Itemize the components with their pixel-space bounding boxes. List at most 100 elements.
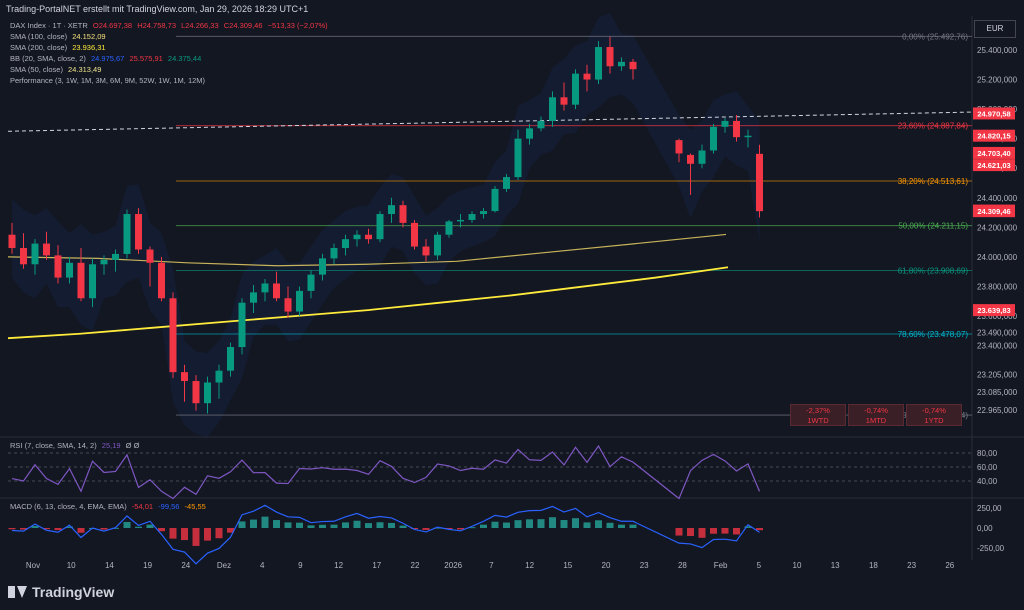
macd-histogram-bar (31, 526, 39, 528)
candle-body (77, 262, 85, 299)
price-label-text: 24.703,40 (977, 149, 1010, 158)
candle-body (376, 214, 384, 240)
sma100-line (7, 233, 727, 267)
macd-histogram-bar (204, 528, 211, 541)
price-label-text: 24.970,58 (977, 109, 1010, 118)
candle-body (146, 249, 154, 263)
candle-body (537, 120, 545, 129)
macd-histogram-bar (284, 522, 292, 528)
legend-row-instrument[interactable]: DAX Index · 1T · XETR O24.697,38 H24.758… (10, 20, 328, 31)
candle-body (215, 370, 223, 383)
macd-histogram-bar (514, 520, 522, 528)
price-label-box (973, 304, 1015, 317)
time-tick-label: 24 (181, 561, 190, 570)
candle-body (388, 205, 395, 215)
macd-histogram-bar (629, 524, 637, 528)
candle-body (744, 135, 752, 138)
macd-histogram-bar (399, 525, 407, 528)
price-tick-label: 24.400,000 (977, 194, 1018, 203)
legend-value: H24.758,73 (137, 21, 176, 30)
candle-body (307, 274, 315, 291)
candle-body (675, 140, 683, 154)
candle-body (192, 381, 200, 404)
legend-row-sma50[interactable]: SMA (50, close) 24.313,49 (10, 64, 328, 75)
performance-cell: -2,37% 1WTD (790, 404, 846, 426)
price-tick-label: 24.000,000 (977, 253, 1018, 262)
candle-body (514, 138, 522, 178)
macd-histogram-bar (123, 521, 131, 528)
macd-histogram-bar (675, 528, 683, 536)
performance-cell: -0,74% 1YTD (906, 404, 962, 426)
price-label-box (973, 146, 1015, 159)
time-tick-label: 5 (757, 561, 762, 570)
candle-body (123, 214, 131, 254)
macd-histogram-bar (250, 519, 257, 528)
time-tick-label: 26 (945, 561, 954, 570)
time-tick-label: 28 (678, 561, 687, 570)
candle-body (89, 264, 96, 299)
macd-histogram-bar (192, 528, 200, 546)
macd-histogram-bar (583, 522, 591, 528)
legend-value: 24.313,49 (68, 65, 102, 74)
legend-label: SMA (200, close) (10, 43, 68, 52)
price-label-box (973, 129, 1015, 142)
macd-histogram-bar (112, 527, 119, 529)
candle-body (8, 234, 16, 249)
candle-body (112, 253, 119, 260)
macd-histogram-bar (43, 528, 50, 530)
legend-row-sma200[interactable]: SMA (200, close) 23.936,31 (10, 42, 328, 53)
candle-body (227, 347, 234, 371)
time-tick-label: Feb (714, 561, 728, 570)
fib-level-label: 61,80% (23.908,69) (898, 266, 969, 275)
legend-row-performance[interactable]: Performance (3, 1W, 1M, 3M, 6M, 9M, 52W,… (10, 75, 328, 86)
time-tick-label: 23 (907, 561, 916, 570)
candle-body (181, 372, 188, 382)
legend-label: Performance (3, 1W, 1M, 3M, 6M, 9M, 52W,… (10, 76, 206, 85)
macd-histogram-bar (422, 528, 430, 530)
time-tick-label: 7 (489, 561, 494, 570)
candle-body (526, 128, 533, 139)
candle-body (238, 302, 246, 348)
macd-histogram-bar (606, 522, 614, 528)
legend-value: 23.936,31 (72, 43, 106, 52)
candle-body (261, 283, 269, 293)
candle-body (31, 243, 39, 265)
time-tick-label: 18 (869, 561, 878, 570)
legend-value: 24.152,09 (72, 32, 106, 41)
candle-body (698, 150, 706, 164)
candle-body (606, 47, 614, 67)
legend-label: BB (20, SMA, close, 2) (10, 54, 86, 63)
time-tick-label: 12 (525, 561, 534, 570)
candle-body (629, 61, 637, 70)
currency-button[interactable]: EUR (974, 20, 1016, 38)
rsi-tick-label: 60,00 (977, 463, 998, 472)
time-tick-label: 9 (298, 561, 303, 570)
candle-body (330, 248, 338, 259)
macd-histogram-bar (307, 525, 315, 528)
time-tick-label: 17 (372, 561, 381, 570)
macd-histogram-bar (572, 518, 579, 528)
candle-body (54, 255, 62, 278)
macd-histogram-bar (227, 528, 234, 533)
time-tick-label: Nov (26, 561, 40, 570)
fib-level-label: 78,60% (23.478,07) (898, 330, 969, 339)
macd-histogram-bar (560, 520, 568, 528)
price-tick-label: 23.400,000 (977, 342, 1018, 351)
candle-body (365, 234, 372, 240)
time-tick-label: 12 (334, 561, 343, 570)
tradingview-logo[interactable]: TradingView (8, 584, 114, 600)
macd-histogram-bar (77, 528, 85, 533)
legend-value: O24.697,38 (92, 21, 133, 30)
candle-body (756, 153, 763, 212)
candle-body (549, 97, 556, 121)
price-label-box (973, 159, 1015, 172)
macd-line (11, 504, 760, 565)
macd-histogram-bar (296, 522, 303, 528)
legend-row-sma100[interactable]: SMA (100, close) 24.152,09 (10, 31, 328, 42)
legend-row-bb[interactable]: BB (20, SMA, close, 2) 24.975,67 25.575,… (10, 53, 328, 64)
time-tick-label: 15 (563, 561, 572, 570)
performance-widget: -2,37% 1WTD -0,74% 1MTD -0,74% 1YTD (790, 404, 962, 426)
price-tick-label: 23.205,000 (977, 370, 1018, 379)
candle-body (43, 243, 50, 256)
